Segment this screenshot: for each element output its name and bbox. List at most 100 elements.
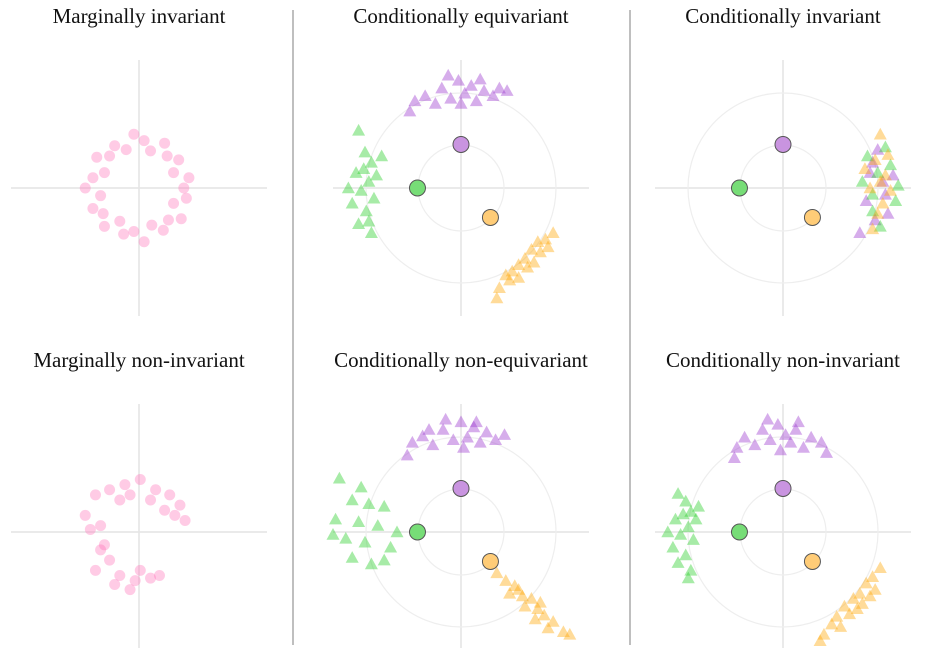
- triangle-point: [390, 525, 404, 538]
- triangle-point: [804, 430, 818, 443]
- triangle-point: [490, 291, 504, 304]
- triangle-point: [370, 168, 384, 181]
- triangle-point: [855, 175, 869, 187]
- circle-point: [118, 228, 130, 240]
- triangle-point: [825, 617, 839, 630]
- triangle-point: [868, 153, 882, 166]
- triangle-point: [843, 607, 857, 620]
- circle-point: [174, 499, 186, 511]
- triangle-point: [362, 214, 376, 227]
- triangle-point: [441, 68, 455, 81]
- triangle-point: [541, 621, 555, 634]
- triangle-point: [684, 563, 698, 576]
- triangle-point: [446, 433, 460, 446]
- triangle-point: [362, 175, 376, 187]
- triangle-point: [784, 435, 798, 448]
- circle-point: [134, 564, 146, 576]
- triangle-point: [679, 494, 693, 507]
- triangle-point: [863, 166, 877, 178]
- anchor-point: [803, 552, 821, 570]
- anchor-point: [803, 208, 821, 226]
- circle-point: [109, 578, 121, 590]
- panel-title: Conditionally non-equivariant: [334, 348, 588, 372]
- triangle-point: [546, 615, 560, 627]
- triangle-point: [563, 627, 577, 640]
- panel-title: Marginally non-invariant: [33, 348, 244, 372]
- circle-point: [128, 128, 140, 140]
- triangle-point: [541, 240, 555, 253]
- triangle-point: [661, 525, 675, 538]
- triangle-point: [418, 89, 432, 102]
- triangle-point: [352, 515, 366, 527]
- triangle-point: [505, 264, 519, 277]
- triangle-point: [473, 435, 487, 448]
- circle-point: [95, 520, 107, 532]
- circle-point: [120, 144, 132, 156]
- triangle-point: [400, 448, 414, 461]
- triangle-point: [521, 260, 535, 273]
- circle-point: [89, 564, 101, 576]
- triangle-point: [868, 583, 882, 595]
- triangle-point: [377, 553, 391, 566]
- triangle-point: [326, 528, 340, 540]
- triangle-point: [515, 589, 529, 602]
- triangle-point: [871, 143, 885, 155]
- triangle-point: [866, 570, 880, 582]
- anchor-point: [774, 479, 792, 497]
- circle-point: [157, 224, 169, 236]
- circle-point: [79, 182, 91, 194]
- circle-point: [114, 215, 126, 227]
- triangle-point: [512, 583, 526, 595]
- circle-point: [104, 484, 116, 496]
- circle-point: [169, 509, 181, 521]
- triangle-point: [873, 561, 887, 574]
- triangle-point: [499, 574, 513, 586]
- triangle-point: [866, 222, 880, 235]
- triangle-point: [813, 634, 827, 646]
- circle-point: [138, 135, 150, 147]
- triangle-point: [748, 438, 762, 451]
- circle-point: [168, 197, 180, 209]
- triangle-point: [876, 175, 890, 187]
- triangle-point: [341, 181, 355, 194]
- triangle-point: [846, 592, 860, 604]
- triangle-point: [492, 281, 506, 294]
- guide-ring: [365, 436, 557, 628]
- triangle-point: [364, 155, 378, 168]
- panel-title: Conditionally non-invariant: [666, 348, 900, 372]
- triangle-point: [789, 423, 803, 435]
- triangle-point: [473, 72, 487, 85]
- triangle-point: [881, 207, 895, 219]
- triangle-point: [533, 245, 547, 258]
- circle-point: [98, 220, 110, 232]
- circle-point: [173, 154, 185, 166]
- circle-point: [180, 192, 192, 204]
- anchor-point: [452, 479, 470, 497]
- triangle-point: [859, 576, 873, 589]
- circle-point: [129, 575, 141, 587]
- triangle-point: [364, 557, 378, 570]
- circle-point: [109, 140, 121, 152]
- triangle-point: [556, 625, 570, 638]
- triangle-point: [692, 499, 706, 512]
- guide-ring: [365, 92, 557, 284]
- triangle-point: [436, 423, 450, 435]
- triangle-point: [538, 232, 552, 245]
- triangle-point: [689, 512, 703, 525]
- anchor-point: [408, 179, 426, 197]
- circle-point: [98, 167, 110, 179]
- triangle-point: [408, 94, 422, 107]
- triangle-point: [756, 423, 770, 435]
- triangle-point: [878, 187, 892, 200]
- triangle-point: [850, 602, 864, 614]
- triangle-point: [868, 213, 882, 226]
- circle-point: [91, 151, 103, 163]
- triangle-point: [860, 149, 874, 162]
- triangle-point: [371, 519, 385, 531]
- circle-point: [95, 190, 107, 202]
- triangle-point: [866, 204, 880, 217]
- circle-point: [168, 167, 180, 179]
- triangle-point: [439, 412, 453, 425]
- triangle-point: [444, 91, 458, 104]
